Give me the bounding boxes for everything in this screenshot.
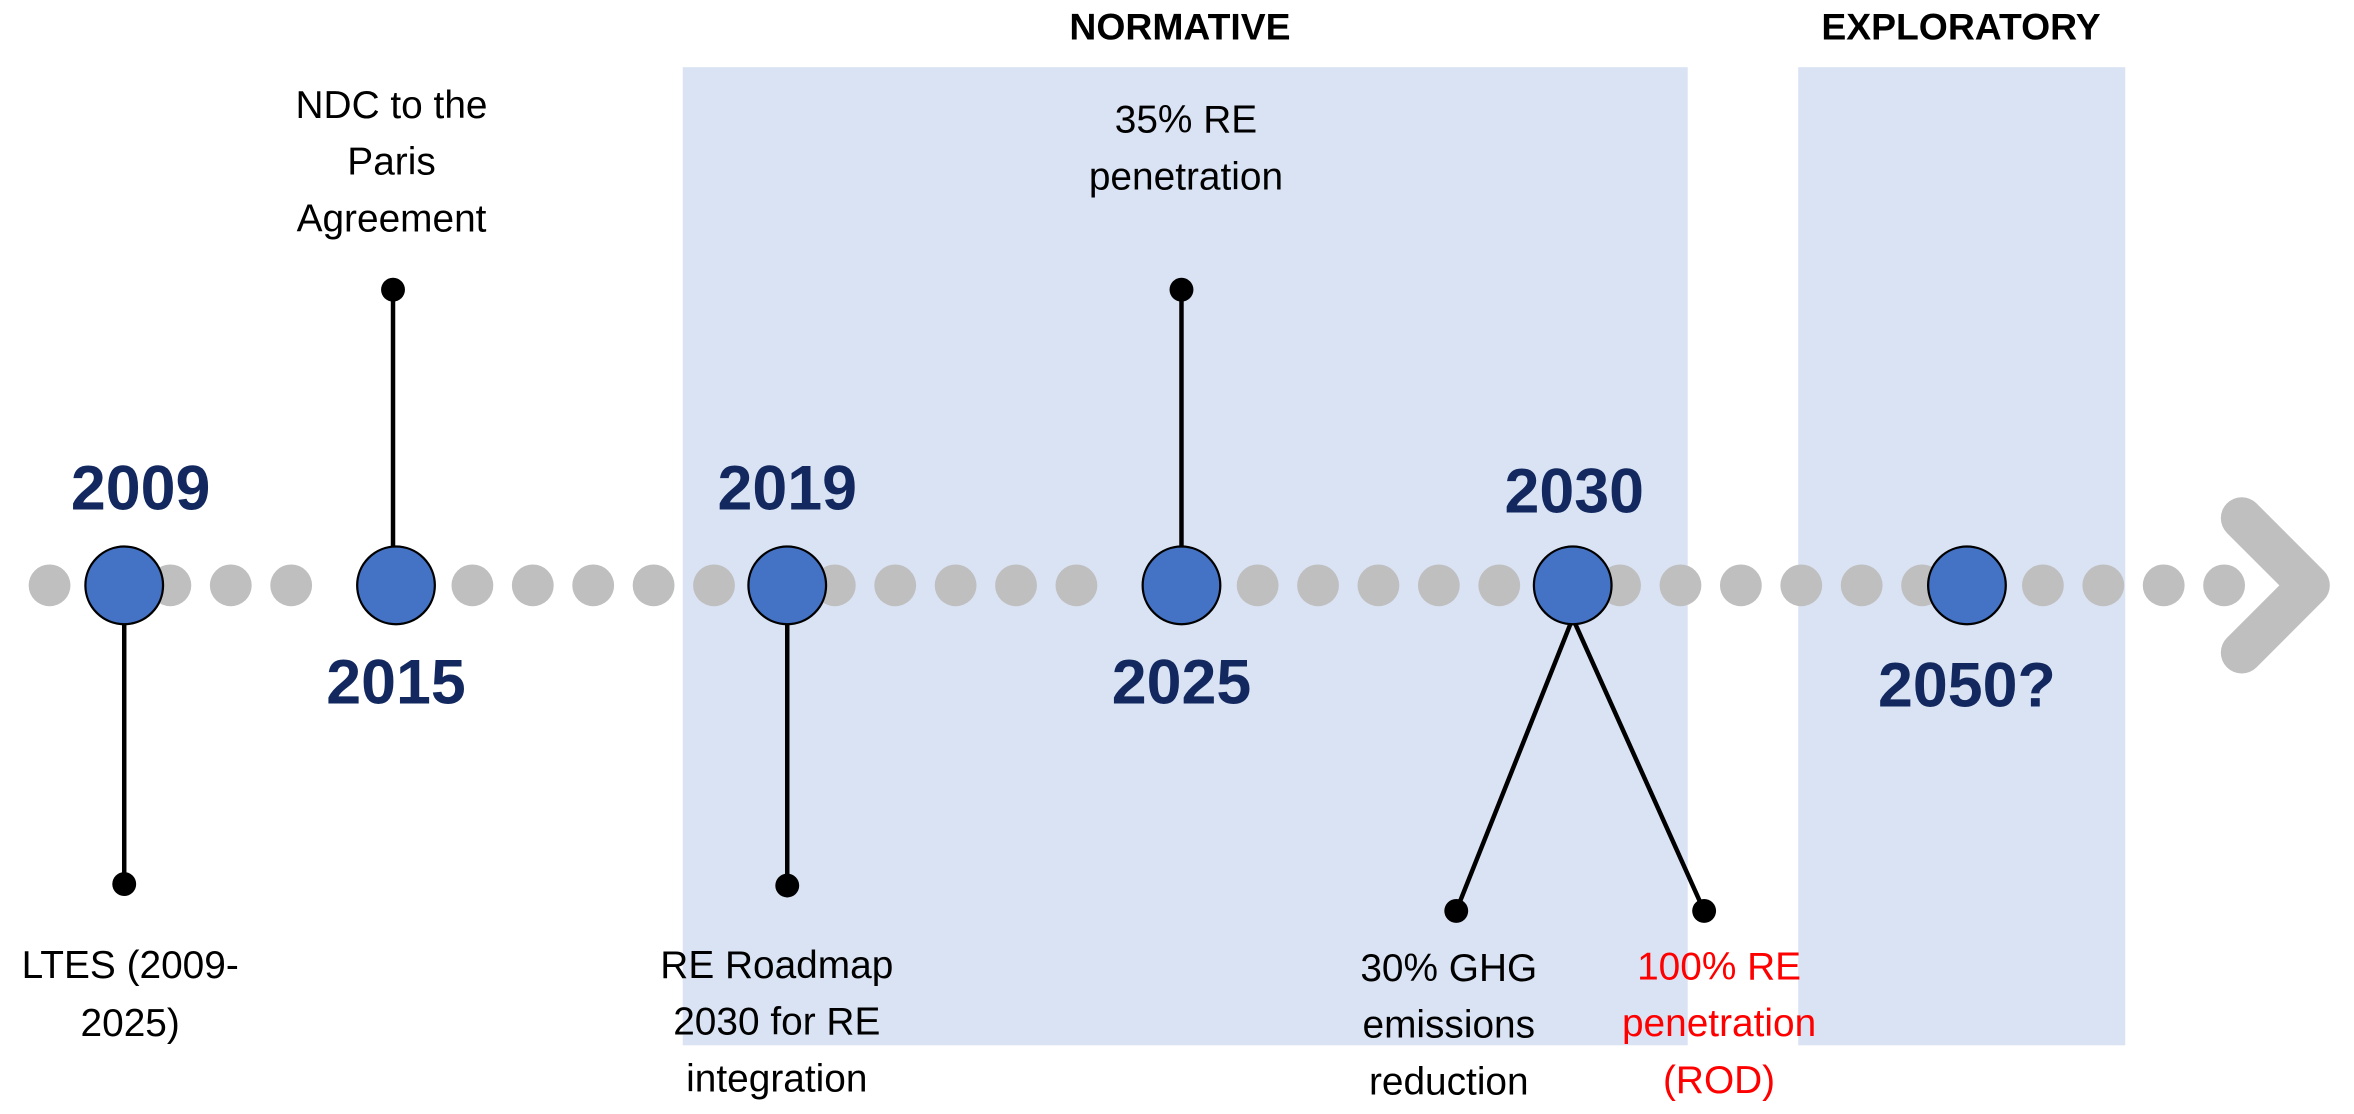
timeline-dot [632,564,675,607]
milestone-node [84,545,165,626]
timeline-dot [572,564,615,607]
milestone-node [1927,545,2007,626]
region-title: EXPLORATORY [1821,6,2100,48]
event-label: Agreement [297,197,487,240]
year: 2025 [1112,647,1252,717]
event-label: RE Roadmap [660,944,893,987]
timeline-dot [1780,564,1823,607]
timeline-dot [874,564,917,607]
milestone-node [356,545,436,626]
stem [1570,617,1707,912]
stem [1454,617,1575,912]
event-label: 2025) [81,1002,180,1045]
timeline-dot [1478,564,1521,607]
year: 2030 [1504,456,1644,526]
timeline-dot [995,564,1037,607]
year: 2015 [326,647,466,717]
timeline-dot [2142,564,2185,607]
timeline-dot [2021,564,2064,607]
event-label: Paris [347,141,435,184]
milestone-node [747,545,828,626]
event-label: LTES (2009- [22,944,239,987]
timeline-dot [1719,564,1762,607]
timeline-dot [934,564,977,607]
milestone-node [1532,545,1613,626]
event-label: emissions [1362,1004,1535,1047]
event-label: (ROD) [1663,1059,1775,1102]
year: 2019 [717,453,857,523]
timeline-dot [1840,564,1883,607]
timeline-dot [2082,564,2125,607]
timeline-dot [1236,564,1279,607]
timeline-dot [451,564,494,607]
stem-end [1169,277,1194,302]
stem-end [381,277,405,302]
event-label: 2030 for RE [673,1001,880,1044]
event-label: NDC to the [296,84,488,127]
timeline-dot [1297,564,1339,607]
stem-end [775,873,800,898]
milestone-node [1141,545,1222,626]
stem-end [1444,898,1469,923]
region-title: NORMATIVE [1069,6,1290,48]
year: 2009 [71,453,211,523]
timeline-dot [693,564,735,607]
stem-end [112,872,137,896]
event-label: integration [686,1057,867,1100]
timeline-dot [1417,564,1460,607]
timeline-dot [1357,564,1400,607]
timeline-dot [511,564,554,607]
event-label: reduction [1369,1060,1529,1103]
timeline-dot [2203,564,2246,607]
stem-end [1692,898,1717,923]
event-label: 100% RE [1637,945,1801,988]
arrow-head [2220,497,2330,674]
timeline-dot [1055,564,1098,607]
year: 2050? [1878,650,2056,720]
event-label: 30% GHG [1360,947,1537,990]
event-label: penetration [1622,1002,1816,1045]
timeline-dot [270,564,313,607]
timeline-dot [1659,564,1702,607]
event-label: penetration [1089,155,1283,198]
timeline-dot [28,564,71,607]
timeline-dot [209,564,252,607]
event-label: 35% RE [1115,99,1257,142]
